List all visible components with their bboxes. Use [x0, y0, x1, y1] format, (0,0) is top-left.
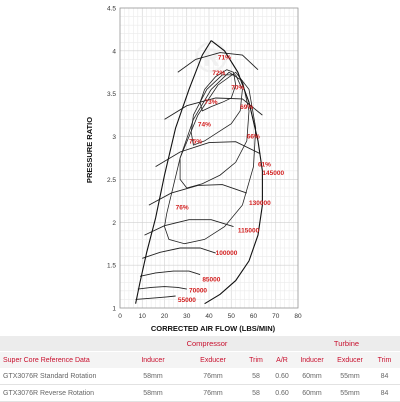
y-tick-label: 1 — [112, 306, 116, 313]
y-tick-label: 1.5 — [107, 263, 116, 270]
y-tick-label: 4 — [112, 48, 116, 55]
efficiency-island — [199, 69, 237, 112]
cell: 76mm — [185, 384, 241, 402]
y-tick-label: 2.5 — [107, 177, 116, 184]
speed-label: 70000 — [189, 288, 207, 295]
cell: 58mm — [121, 368, 185, 385]
plot-frame — [119, 7, 299, 309]
x-tick-label: 10 — [139, 313, 147, 320]
speed-label: 85000 — [202, 276, 220, 283]
table-group-header: Compressor Turbine — [0, 336, 400, 352]
speed-labels: 55000 70000 85000 100000 115000 130000 145000 — [178, 170, 285, 304]
speed-label: 145000 — [262, 170, 284, 177]
speed-line — [139, 270, 201, 277]
grid — [119, 7, 299, 309]
cell: 0.60 — [271, 368, 293, 385]
speed-line — [135, 295, 176, 300]
col-header: Inducer — [121, 351, 185, 368]
col-header: Inducer — [293, 351, 331, 368]
surge-line — [135, 40, 212, 304]
speed-line — [155, 141, 261, 167]
col-header: Trim — [241, 351, 271, 368]
x-tick-label: 20 — [161, 313, 169, 320]
efficiency-label: 75% — [189, 138, 202, 145]
choke-line — [204, 40, 263, 305]
cell: 60mm — [293, 384, 331, 402]
efficiency-label: 73% — [205, 99, 218, 106]
cell: 60mm — [293, 368, 331, 385]
x-tick-label: 0 — [118, 313, 122, 320]
speed-label: 115000 — [238, 228, 260, 235]
cell: 76mm — [185, 368, 241, 385]
speed-line — [137, 286, 187, 290]
table-column-header: Super Core Reference Data Inducer Exduce… — [0, 351, 400, 368]
efficiency-label: 70% — [231, 84, 244, 91]
x-tick-label: 50 — [228, 313, 236, 320]
cell: 55mm — [331, 384, 369, 402]
cell: 58 — [241, 384, 271, 402]
x-tick-label: 60 — [250, 313, 258, 320]
y-tick-label: 2 — [112, 220, 116, 227]
table-row: GTX3076R Reverse Rotation 58mm 76mm 58 0… — [0, 384, 400, 402]
speed-line — [142, 247, 216, 259]
col-header: Exducer — [331, 351, 369, 368]
table-title: Super Core Reference Data — [0, 351, 121, 368]
y-ticks: 1 1.5 2 2.5 3 3.5 4 4.5 — [107, 6, 116, 313]
islands — [164, 69, 257, 245]
speed-label: 55000 — [178, 297, 196, 304]
speed-line — [148, 184, 247, 206]
efficiency-label: 61% — [258, 162, 271, 169]
cell: 0.60 — [271, 384, 293, 402]
boundary-lines — [135, 40, 263, 305]
x-axis-label: CORRECTED AIR FLOW (LBS/MIN) — [151, 324, 276, 333]
efficiency-island — [164, 71, 257, 245]
cell: 84 — [369, 368, 400, 385]
row-name: GTX3076R Standard Rotation — [0, 368, 121, 385]
x-tick-label: 80 — [294, 313, 302, 320]
cell: 58mm — [121, 384, 185, 402]
speed-label: 130000 — [249, 200, 271, 207]
efficiency-label: 69% — [240, 104, 253, 111]
speed-label: 100000 — [216, 250, 238, 257]
efficiency-island — [179, 71, 250, 189]
efficiency-label: 72% — [212, 70, 225, 77]
col-header: A/R — [271, 351, 293, 368]
turbine-group: Turbine — [293, 336, 400, 352]
speed-line — [144, 219, 234, 236]
compressor-map-chart: ® 71%72%70%73%69%74%66%75%61%76% 5500070… — [85, 6, 302, 334]
x-tick-label: 40 — [205, 313, 213, 320]
cell: 55mm — [331, 368, 369, 385]
plot-border — [119, 7, 299, 309]
y-tick-label: 4.5 — [107, 6, 116, 13]
table-title-cell — [0, 336, 121, 352]
x-ticks: 0 10 20 30 40 50 60 70 80 — [118, 313, 302, 320]
efficiency-label: 74% — [198, 121, 211, 128]
table-row: GTX3076R Standard Rotation 58mm 76mm 58 … — [0, 368, 400, 385]
efficiency-label: 66% — [247, 133, 260, 140]
x-tick-label: 70 — [272, 313, 280, 320]
compressor-group: Compressor — [121, 336, 293, 352]
x-tick-label: 30 — [183, 313, 191, 320]
y-axis-label: PRESSURE RATIO — [85, 117, 94, 183]
speed-line — [177, 52, 259, 73]
y-tick-label: 3 — [112, 134, 116, 141]
reference-data-table: Compressor Turbine Super Core Reference … — [0, 336, 400, 402]
efficiency-label: 71% — [218, 54, 231, 61]
eff-labels: 71% 72% 70% 73% 69% 74% 66% 75% 61% 76% — [176, 54, 272, 211]
row-name: GTX3076R Reverse Rotation — [0, 384, 121, 402]
cell: 84 — [369, 384, 400, 402]
efficiency-label: 76% — [176, 204, 189, 211]
cell: 58 — [241, 368, 271, 385]
y-tick-label: 3.5 — [107, 91, 116, 98]
col-header: Trim — [369, 351, 400, 368]
col-header: Exducer — [185, 351, 241, 368]
efficiency-island — [190, 74, 243, 146]
